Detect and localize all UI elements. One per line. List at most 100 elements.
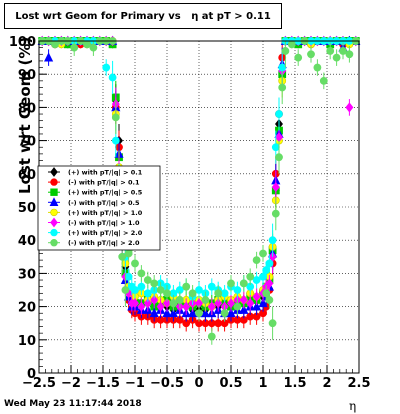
data-point bbox=[307, 50, 315, 59]
data-point bbox=[271, 181, 280, 193]
y-tick-label: 10 bbox=[18, 334, 36, 349]
data-point bbox=[195, 286, 203, 294]
data-point bbox=[271, 143, 280, 152]
data-point bbox=[252, 301, 262, 311]
data-point bbox=[131, 286, 139, 294]
data-point bbox=[339, 47, 347, 55]
data-point bbox=[111, 113, 120, 122]
y-tick-label: 30 bbox=[18, 267, 36, 282]
data-point bbox=[207, 332, 216, 341]
y-tick-label: 20 bbox=[18, 301, 36, 316]
y-tick-label: 40 bbox=[18, 234, 36, 249]
data-point bbox=[233, 286, 242, 294]
legend: (+) with pT/|q| > 0.1(-) with pT/|q| > 0… bbox=[37, 165, 161, 251]
data-point bbox=[83, 40, 91, 49]
y-tick-label: 50 bbox=[18, 201, 36, 216]
y-tick-label: 0 bbox=[27, 367, 36, 382]
x-tick-label: 1 bbox=[258, 376, 267, 391]
y-tick-label: 90 bbox=[18, 68, 36, 83]
data-point bbox=[163, 298, 171, 309]
data-point bbox=[278, 83, 287, 92]
data-point bbox=[233, 302, 242, 311]
data-point bbox=[89, 43, 98, 52]
legend-label: (-) with pT/|q| > 2.0 bbox=[68, 239, 140, 248]
data-point bbox=[137, 301, 146, 312]
series-8 bbox=[38, 37, 360, 345]
data-point bbox=[44, 52, 54, 62]
data-point bbox=[156, 286, 165, 294]
legend-marker bbox=[50, 178, 58, 186]
data-point bbox=[162, 307, 172, 318]
data-point bbox=[143, 276, 152, 284]
data-point bbox=[345, 102, 354, 113]
data-point bbox=[258, 298, 268, 308]
x-tick-label: 1.5 bbox=[283, 376, 306, 391]
data-point bbox=[124, 249, 133, 258]
data-point bbox=[207, 301, 216, 312]
data-point bbox=[102, 63, 111, 72]
legend-label: (-) with pT/|q| > 1.0 bbox=[68, 219, 140, 228]
data-point bbox=[268, 319, 277, 328]
data-point bbox=[214, 289, 223, 298]
legend-marker bbox=[50, 228, 58, 237]
data-point bbox=[70, 43, 79, 52]
legend-label: (+) with pT/|q| > 2.0 bbox=[68, 229, 143, 238]
x-tick-label: −1 bbox=[125, 376, 145, 391]
data-point bbox=[313, 63, 322, 72]
legend-box bbox=[37, 165, 161, 251]
data-point bbox=[188, 289, 197, 298]
data-point bbox=[271, 209, 280, 218]
data-point bbox=[268, 236, 277, 245]
data-point bbox=[111, 136, 120, 145]
data-point bbox=[188, 307, 198, 318]
data-point bbox=[252, 276, 261, 284]
data-point bbox=[220, 309, 229, 318]
y-axis-label: Lost wrt Geom (%) bbox=[16, 36, 34, 194]
data-point bbox=[195, 309, 203, 318]
data-point bbox=[143, 289, 152, 298]
timestamp: Wed May 23 11:17:44 2018 bbox=[4, 399, 142, 409]
data-point bbox=[169, 299, 178, 308]
data-point bbox=[319, 76, 328, 85]
data-point bbox=[182, 282, 191, 291]
y-tick-label: 60 bbox=[18, 168, 36, 183]
data-point bbox=[227, 279, 235, 288]
legend-label: (+) with pT/|q| > 1.0 bbox=[68, 209, 143, 218]
data-point bbox=[143, 298, 152, 309]
x-tick-label: −0.5 bbox=[150, 376, 184, 391]
data-point bbox=[326, 47, 335, 55]
data-point bbox=[275, 153, 283, 162]
data-point bbox=[239, 304, 249, 314]
data-point bbox=[137, 269, 146, 278]
data-point bbox=[163, 289, 171, 298]
x-tick-label: 2 bbox=[322, 376, 331, 391]
legend-label: (+) with pT/|q| > 0.5 bbox=[68, 189, 143, 198]
data-point bbox=[168, 307, 178, 318]
legend-label: (+) with pT/|q| > 0.1 bbox=[68, 169, 143, 178]
data-point bbox=[207, 282, 216, 291]
y-tick-label: 100 bbox=[9, 35, 36, 50]
data-point bbox=[108, 73, 117, 82]
x-tick-label: −1.5 bbox=[86, 376, 120, 391]
legend-label: (-) with pT/|q| > 0.1 bbox=[68, 179, 140, 188]
data-point bbox=[201, 296, 210, 304]
legend-marker bbox=[50, 167, 58, 177]
x-tick-label: 0.5 bbox=[219, 376, 242, 391]
data-point bbox=[227, 298, 235, 309]
data-point bbox=[265, 296, 274, 304]
data-point bbox=[294, 53, 303, 62]
x-tick-label: 0 bbox=[194, 376, 203, 391]
data-point bbox=[226, 307, 236, 318]
data-point bbox=[131, 298, 139, 309]
data-point bbox=[150, 294, 159, 306]
y-tick-label: 70 bbox=[18, 135, 36, 150]
data-point bbox=[239, 294, 248, 306]
data-point bbox=[149, 307, 159, 318]
data-point bbox=[131, 259, 139, 268]
chart-title: Lost wrt Geom for Primary vs η at pT > 0… bbox=[4, 3, 282, 29]
data-point bbox=[275, 110, 283, 118]
data-point bbox=[252, 291, 261, 302]
x-tick-label: −2 bbox=[61, 376, 81, 391]
data-point bbox=[259, 249, 267, 258]
data-point bbox=[150, 279, 159, 288]
